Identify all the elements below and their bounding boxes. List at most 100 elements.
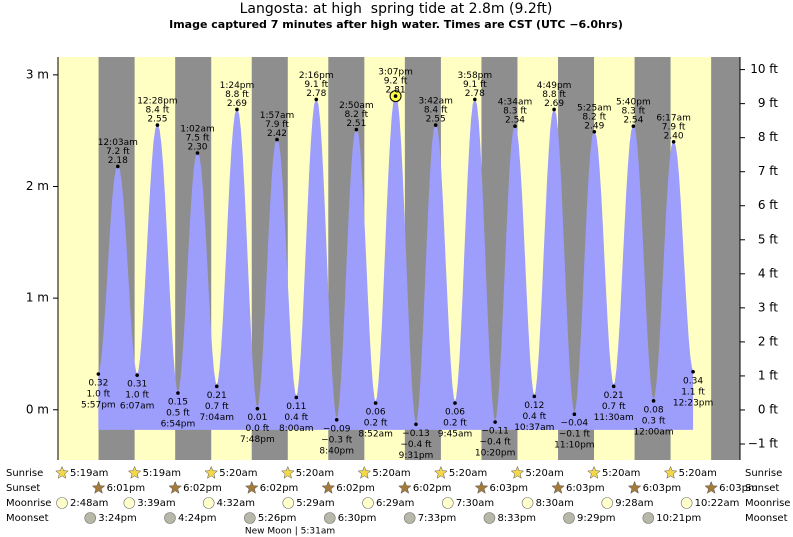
tide-feet: 9.1 ft [463, 80, 487, 90]
moonrise-icon [442, 497, 454, 509]
tide-point [552, 107, 556, 112]
tide-meters: 2.51 [346, 119, 366, 129]
astro-time: 5:29am [296, 498, 334, 509]
tide-point [453, 401, 457, 405]
y-tick-label: 1 m [26, 291, 49, 305]
tide-meters: 2.49 [584, 121, 604, 131]
day-band [58, 57, 99, 460]
tide-meters: 0.06 [366, 408, 386, 418]
tide-feet: 7.5 ft [186, 134, 210, 144]
tide-time: 1:57am [260, 111, 295, 121]
tide-time: 6:54pm [161, 420, 196, 430]
tide-feet: 1.1 ft [681, 387, 705, 397]
tide-meters: 0.34 [683, 376, 703, 386]
astro-time: 5:20am [296, 468, 334, 479]
tide-meters: 0.01 [247, 413, 267, 423]
tide-point [214, 384, 219, 389]
tide-feet: 8.4 ft [424, 106, 448, 116]
moonset-icon [244, 512, 256, 524]
tide-feet: −0.1 ft [559, 430, 591, 440]
sunrise-icon [663, 465, 678, 479]
sunrise-icon [510, 465, 525, 479]
tide-feet: −0.3 ft [321, 435, 353, 445]
tide-meters: 2.54 [505, 116, 525, 126]
moonrise-icon [680, 497, 693, 509]
tide-time: 8:52am [358, 430, 393, 440]
tide-meters: 0.21 [604, 391, 624, 401]
tide-feet: 7.2 ft [106, 147, 130, 157]
tide-time: 12:28pm [137, 97, 177, 107]
tide-time: 5:25am [577, 103, 612, 113]
tide-time: 12:23pm [673, 398, 713, 408]
astro-time: 6:02pm [413, 483, 452, 494]
tide-point [314, 97, 319, 102]
astro-time: 7:33pm [418, 513, 457, 524]
tide-time: 9:31pm [399, 451, 434, 461]
astro-time: 4:24pm [178, 513, 217, 524]
tide-time: 9:45am [438, 430, 473, 440]
y2-tick-label: 4 ft [758, 266, 778, 280]
astro-time: 5:19am [143, 468, 181, 479]
tide-feet: 0.0 ft [246, 424, 270, 434]
y2-tick-label: 6 ft [758, 198, 778, 212]
astro-time: 2:48am [70, 498, 108, 509]
y2-tick-label: 2 ft [758, 334, 778, 348]
astro-time: 8:30am [536, 498, 574, 509]
tide-time: 3:58pm [457, 71, 492, 81]
tide-point [691, 370, 695, 374]
y2-tick-label: 7 ft [758, 164, 778, 178]
y2-tick-label: 0 ft [758, 402, 778, 416]
tide-time: 2:50am [339, 101, 374, 111]
tide-meters: 2.42 [267, 129, 287, 139]
tide-point [631, 124, 636, 129]
tide-meters: 0.11 [286, 402, 306, 412]
tide-meters: −0.04 [561, 419, 589, 429]
moonset-icon [642, 512, 655, 524]
tide-point [414, 422, 418, 427]
tide-feet: 8.3 ft [622, 107, 646, 117]
row-label-right: Sunrise [745, 468, 782, 479]
astro-time: 6:02pm [183, 483, 222, 494]
tide-time: 1:02am [180, 125, 215, 135]
tide-time: 11:30am [594, 413, 634, 423]
row-label: Moonrise [6, 498, 51, 509]
row-label-right: Sunset [745, 483, 779, 494]
tide-feet: 8.3 ft [503, 107, 527, 117]
row-label: Moonset [6, 513, 49, 524]
tide-meters: 2.40 [664, 131, 684, 141]
tide-feet: 0.2 ft [364, 419, 388, 429]
tide-meters: 0.12 [524, 401, 544, 411]
tide-meters: 0.32 [88, 379, 108, 389]
astro-time: 6:29am [376, 498, 414, 509]
y2-tick-label: −1 ft [748, 437, 779, 451]
tide-point [334, 418, 339, 422]
tide-time: 7:04am [200, 413, 235, 423]
tide-feet: 0.7 ft [205, 402, 229, 412]
sunset-icon [244, 480, 259, 494]
y2-tick-label: 9 ft [758, 96, 778, 110]
tide-time: 7:48pm [240, 435, 275, 445]
tide-point [255, 406, 260, 411]
tide-point [393, 94, 398, 98]
tide-feet: 7.9 ft [265, 120, 289, 130]
tide-time: 12:00am [633, 427, 673, 437]
astro-time: 6:03pm [719, 483, 758, 494]
astro-time: 9:29pm [577, 513, 616, 524]
tide-point [155, 123, 160, 127]
tide-meters: 0.31 [127, 380, 147, 390]
tide-point [235, 107, 239, 112]
tide-point [671, 140, 676, 144]
sunset-icon [321, 480, 336, 494]
tide-feet: 0.2 ft [443, 419, 467, 429]
astro-time: 8:33pm [497, 513, 536, 524]
y2-tick-label: 8 ft [758, 130, 778, 144]
tide-feet: 1.0 ft [86, 390, 110, 400]
astro-time: 5:20am [679, 468, 717, 479]
astro-time: 5:19am [70, 468, 108, 479]
y-tick-label: 3 m [26, 67, 49, 81]
moonrise-icon [521, 497, 534, 509]
y2-tick-label: 10 ft [750, 62, 778, 76]
tide-feet: 9.1 ft [304, 80, 328, 90]
astro-time: 5:20am [602, 468, 640, 479]
sunset-icon [627, 480, 642, 494]
